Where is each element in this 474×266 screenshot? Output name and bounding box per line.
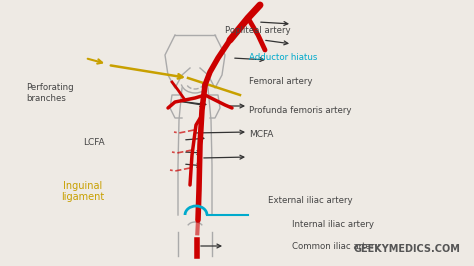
Text: Adductor hiatus: Adductor hiatus (249, 53, 317, 62)
Text: Popliteal artery: Popliteal artery (225, 26, 291, 35)
Text: Profunda femoris artery: Profunda femoris artery (249, 106, 351, 115)
Text: MCFA: MCFA (249, 130, 273, 139)
Text: GEEKYMEDICS.COM: GEEKYMEDICS.COM (353, 244, 460, 254)
Text: Perforating
branches: Perforating branches (26, 84, 73, 103)
Text: LCFA: LCFA (83, 138, 105, 147)
Text: Femoral artery: Femoral artery (249, 77, 312, 86)
Text: External iliac artery: External iliac artery (268, 196, 353, 205)
Text: Internal iliac artery: Internal iliac artery (292, 220, 374, 229)
Text: Inguinal
ligament: Inguinal ligament (61, 181, 105, 202)
Text: Common iliac artery: Common iliac artery (292, 242, 379, 251)
